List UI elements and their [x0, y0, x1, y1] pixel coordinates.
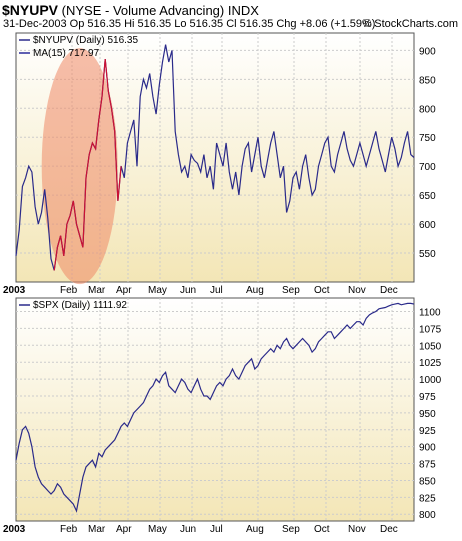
month-label: 2003 — [3, 524, 26, 535]
month-label: Aug — [246, 524, 264, 535]
month-label: Oct — [314, 285, 330, 296]
highlight-ellipse — [41, 48, 118, 285]
month-label: Aug — [246, 285, 264, 296]
y-tick-label: 950 — [419, 409, 436, 420]
y-tick-label: 650 — [419, 191, 436, 202]
month-label: Nov — [348, 524, 366, 535]
month-label: Feb — [60, 524, 78, 535]
y-tick-label: 900 — [419, 46, 436, 57]
month-label: 2003 — [3, 285, 26, 296]
month-label: May — [148, 524, 167, 535]
month-label: Sep — [282, 524, 300, 535]
legend-label: MA(15) 717.97 — [33, 48, 100, 59]
month-label: Jun — [180, 524, 196, 535]
symbol-label: $NYUPV — [2, 2, 59, 18]
y-tick-label: 1075 — [419, 324, 442, 335]
y-tick-label: 1000 — [419, 375, 442, 386]
y-tick-label: 750 — [419, 133, 436, 144]
y-tick-label: 1050 — [419, 341, 442, 352]
y-tick-label: 925 — [419, 426, 436, 437]
y-tick-label: 900 — [419, 443, 436, 454]
y-tick-label: 1025 — [419, 358, 442, 369]
y-tick-label: 1100 — [419, 308, 441, 319]
series-line — [15, 302, 415, 513]
symbol-description: (NYSE - Volume Advancing) INDX — [61, 3, 259, 18]
month-label: Jun — [180, 285, 196, 296]
y-tick-label: 825 — [419, 493, 436, 504]
month-label: Nov — [348, 285, 366, 296]
quote-values: Op 516.35 Hi 516.35 Lo 516.35 Cl 516.35 … — [69, 18, 376, 30]
month-label: Apr — [116, 285, 132, 296]
credit-label: © StockCharts.com — [363, 18, 458, 30]
month-label: Sep — [282, 285, 300, 296]
y-tick-label: 875 — [419, 460, 436, 471]
month-label: Oct — [314, 524, 330, 535]
highlighted-series-line — [53, 59, 122, 271]
month-label: Mar — [88, 524, 106, 535]
date-label: 31-Dec-2003 — [3, 18, 67, 30]
y-tick-label: 975 — [419, 392, 436, 403]
y-tick-label: 850 — [419, 476, 436, 487]
chart-title: $NYUPV (NYSE - Volume Advancing) INDX — [2, 2, 259, 18]
month-label: Mar — [88, 285, 106, 296]
legend-label: $SPX (Daily) 1111.92 — [33, 300, 127, 311]
quote-line: 31-Dec-2003 Op 516.35 Hi 516.35 Lo 516.3… — [3, 18, 375, 30]
month-label: Feb — [60, 285, 78, 296]
month-label: Dec — [380, 285, 398, 296]
month-label: May — [148, 285, 167, 296]
month-label: Dec — [380, 524, 398, 535]
y-tick-label: 850 — [419, 75, 436, 86]
panel-background — [15, 297, 415, 522]
y-tick-label: 800 — [419, 510, 436, 521]
legend-label: $NYUPV (Daily) 516.35 — [33, 35, 138, 46]
y-tick-label: 700 — [419, 162, 436, 173]
y-tick-label: 800 — [419, 104, 436, 115]
month-label: Apr — [116, 524, 132, 535]
month-label: Jul — [210, 285, 223, 296]
y-tick-label: 550 — [419, 249, 436, 260]
y-tick-label: 600 — [419, 220, 436, 231]
month-label: Jul — [210, 524, 223, 535]
